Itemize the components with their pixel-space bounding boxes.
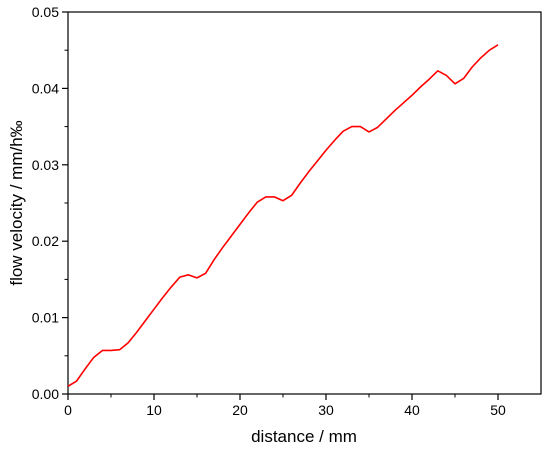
x-tick-label: 40 (404, 402, 420, 418)
x-tick-label: 30 (318, 402, 334, 418)
y-tick-label: 0.04 (32, 80, 59, 96)
x-tick-label: 0 (64, 402, 72, 418)
y-axis-title: flow velocity / mm/h‰ (7, 120, 26, 285)
tick-labels: 0 10 20 30 40 50 0.00 0.01 0.02 0.03 0.04 0.05 (32, 4, 506, 418)
y-tick-label: 0.00 (32, 386, 59, 402)
y-tick-label: 0.02 (32, 233, 59, 249)
axis-ticks (62, 11, 499, 400)
x-tick-label: 50 (490, 402, 506, 418)
x-tick-label: 20 (232, 402, 248, 418)
y-tick-label: 0.01 (32, 310, 59, 326)
x-axis-title: distance / mm (251, 427, 357, 446)
y-tick-label: 0.05 (32, 4, 59, 20)
series-line (67, 44, 499, 388)
y-tick-label: 0.03 (32, 157, 59, 173)
x-tick-label: 10 (146, 402, 162, 418)
